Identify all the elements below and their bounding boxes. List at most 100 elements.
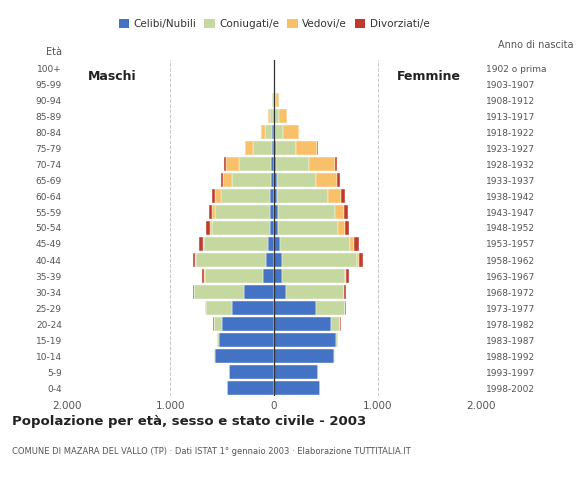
Bar <box>274 317 331 331</box>
Bar <box>276 142 296 155</box>
Bar <box>280 238 350 251</box>
Text: Femmine: Femmine <box>397 70 461 83</box>
Bar <box>328 190 342 203</box>
Bar <box>219 334 274 347</box>
Bar <box>274 125 275 139</box>
Bar <box>338 221 345 235</box>
Bar <box>270 221 274 235</box>
Bar <box>202 269 204 283</box>
Bar <box>273 94 274 107</box>
Bar <box>224 157 226 170</box>
Bar <box>231 173 271 187</box>
Bar <box>204 238 268 251</box>
Bar <box>274 94 276 107</box>
Bar <box>274 382 320 395</box>
Bar <box>274 157 276 170</box>
Bar <box>261 125 265 139</box>
Bar <box>334 349 335 362</box>
Bar <box>214 317 222 331</box>
Bar <box>223 173 231 187</box>
Bar <box>274 173 277 187</box>
Bar <box>278 221 338 235</box>
Bar <box>359 253 363 266</box>
Bar <box>196 253 266 266</box>
Bar <box>274 109 275 122</box>
Bar <box>271 173 274 187</box>
Bar <box>274 334 336 347</box>
Bar <box>253 142 272 155</box>
Bar <box>350 238 354 251</box>
Bar <box>205 269 263 283</box>
Bar <box>265 125 273 139</box>
Bar <box>271 157 274 170</box>
Bar <box>266 253 274 266</box>
Bar <box>231 301 274 314</box>
Bar <box>284 125 299 139</box>
Bar <box>277 173 316 187</box>
Bar <box>217 334 219 347</box>
Bar <box>316 301 345 314</box>
Bar <box>274 190 277 203</box>
Bar <box>226 157 239 170</box>
Bar <box>335 205 344 218</box>
Bar <box>268 238 274 251</box>
Bar <box>273 109 274 122</box>
Bar <box>344 286 346 299</box>
Bar <box>346 269 349 283</box>
Bar <box>274 221 278 235</box>
Bar <box>193 253 195 266</box>
Bar <box>274 269 282 283</box>
Bar <box>275 109 278 122</box>
Bar <box>206 301 231 314</box>
Bar <box>194 286 244 299</box>
Bar <box>274 286 287 299</box>
Bar <box>345 221 349 235</box>
Bar <box>214 349 215 362</box>
Bar <box>209 205 212 218</box>
Bar <box>335 157 338 170</box>
Bar <box>331 317 340 331</box>
Bar <box>274 365 318 379</box>
Bar <box>200 238 202 251</box>
Bar <box>274 301 316 314</box>
Bar <box>270 109 273 122</box>
Bar <box>239 157 271 170</box>
Bar <box>210 221 212 235</box>
Bar <box>216 205 270 218</box>
Text: Popolazione per età, sesso e stato civile - 2003: Popolazione per età, sesso e stato civil… <box>12 415 366 428</box>
Legend: Celibi/Nubili, Coniugati/e, Vedovi/e, Divorziati/e: Celibi/Nubili, Coniugati/e, Vedovi/e, Di… <box>114 15 434 33</box>
Bar <box>215 349 274 362</box>
Bar <box>227 382 274 395</box>
Text: Maschi: Maschi <box>88 70 136 83</box>
Bar <box>270 190 274 203</box>
Bar <box>337 173 340 187</box>
Bar <box>278 205 335 218</box>
Text: COMUNE DI MAZARA DEL VALLO (TP) · Dati ISTAT 1° gennaio 2003 · Elaborazione TUTT: COMUNE DI MAZARA DEL VALLO (TP) · Dati I… <box>12 446 411 456</box>
Bar <box>275 125 284 139</box>
Bar <box>342 190 345 203</box>
Bar <box>287 286 343 299</box>
Bar <box>220 190 270 203</box>
Bar <box>206 221 210 235</box>
Bar <box>230 365 274 379</box>
Bar <box>212 205 216 218</box>
Bar <box>193 286 194 299</box>
Bar <box>274 253 282 266</box>
Bar <box>272 142 274 155</box>
Bar <box>344 205 347 218</box>
Text: Anno di nascita: Anno di nascita <box>498 40 573 50</box>
Bar <box>202 238 204 251</box>
Text: Età: Età <box>45 47 61 57</box>
Bar <box>296 142 317 155</box>
Bar <box>282 253 357 266</box>
Bar <box>276 94 279 107</box>
Bar <box>276 157 309 170</box>
Bar <box>357 253 359 266</box>
Bar <box>278 109 287 122</box>
Bar <box>268 109 270 122</box>
Bar <box>282 269 345 283</box>
Bar <box>316 173 337 187</box>
Bar <box>273 125 274 139</box>
Bar <box>263 269 274 283</box>
Bar <box>216 190 220 203</box>
